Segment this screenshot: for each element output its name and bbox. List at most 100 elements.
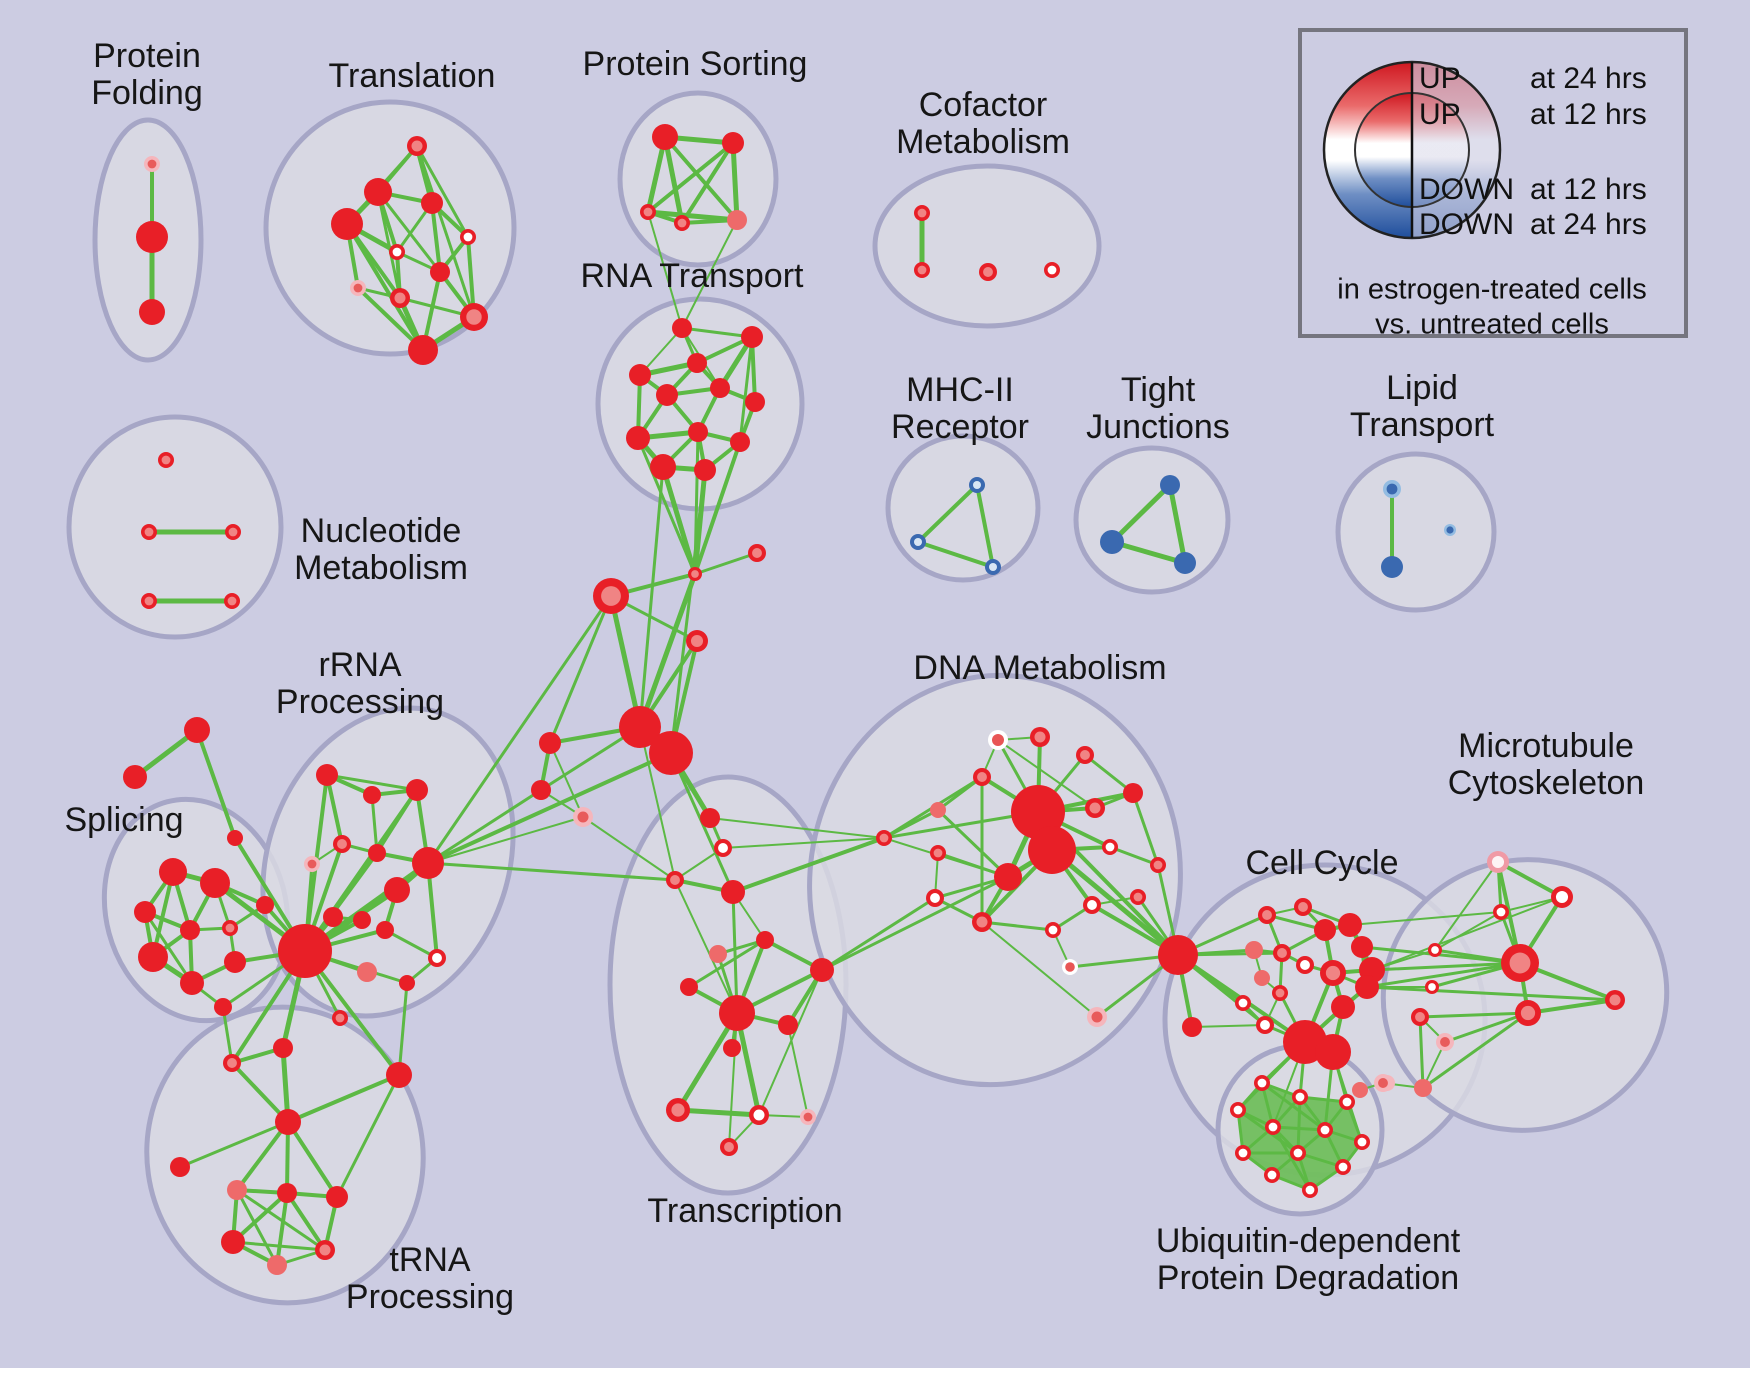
node-tj2[interactable] [1100, 530, 1124, 554]
node-rt11[interactable] [650, 454, 676, 480]
node-mt1[interactable] [1487, 851, 1509, 873]
node-sp2[interactable] [200, 868, 230, 898]
node-dm13[interactable] [1083, 896, 1101, 914]
node-rr6[interactable] [412, 847, 444, 879]
node-mt10[interactable] [1436, 1033, 1454, 1051]
node-dm11[interactable] [926, 889, 944, 907]
node-tx14[interactable] [800, 1109, 816, 1125]
node-dm4[interactable] [973, 768, 991, 786]
node-tx7[interactable] [680, 978, 698, 996]
node-ch3[interactable] [593, 578, 629, 614]
node-tl8[interactable] [350, 280, 366, 296]
node-dm9[interactable] [994, 863, 1022, 891]
node-tr4[interactable] [170, 1157, 190, 1177]
node-rr1[interactable] [316, 764, 338, 786]
node-tl6[interactable] [389, 244, 405, 260]
node-mt11[interactable] [1374, 1074, 1392, 1092]
node-ub1[interactable] [1254, 1075, 1270, 1091]
node-rr16[interactable] [332, 1010, 348, 1026]
node-dm19[interactable] [1062, 959, 1078, 975]
node-ps5[interactable] [727, 210, 747, 230]
node-cc1[interactable] [1258, 906, 1276, 924]
node-ps2[interactable] [722, 132, 744, 154]
node-dm21[interactable] [1182, 1017, 1202, 1037]
node-rr2[interactable] [363, 786, 381, 804]
node-tj1[interactable] [1160, 475, 1180, 495]
node-mt2[interactable] [1551, 886, 1573, 908]
node-dmc[interactable] [876, 830, 892, 846]
node-rr5[interactable] [304, 856, 320, 872]
node-cf1[interactable] [914, 205, 930, 221]
node-rt9[interactable] [688, 422, 708, 442]
node-cc4[interactable] [1338, 913, 1362, 937]
node-tr10[interactable] [267, 1255, 287, 1275]
node-cc2[interactable] [1294, 898, 1312, 916]
node-rr12[interactable] [428, 949, 446, 967]
node-hb1[interactable] [619, 706, 661, 748]
node-pf3[interactable] [139, 299, 165, 325]
node-ub5[interactable] [1265, 1119, 1281, 1135]
node-cc6[interactable] [1245, 941, 1263, 959]
node-dm2[interactable] [1030, 727, 1050, 747]
node-cc14[interactable] [1256, 1016, 1274, 1034]
node-tx13[interactable] [749, 1105, 769, 1125]
node-cc13[interactable] [1235, 995, 1251, 1011]
node-dm16[interactable] [1123, 783, 1143, 803]
node-tl7[interactable] [430, 262, 450, 282]
node-cc5[interactable] [1351, 936, 1373, 958]
node-ub2[interactable] [1292, 1089, 1308, 1105]
node-pf2[interactable] [136, 221, 168, 253]
node-tl11[interactable] [408, 335, 438, 365]
node-ub7[interactable] [1354, 1134, 1370, 1150]
node-mt9[interactable] [1411, 1008, 1429, 1026]
node-tl10[interactable] [460, 303, 488, 331]
node-sp6[interactable] [138, 942, 168, 972]
node-rr3[interactable] [406, 779, 428, 801]
node-lp3[interactable] [1444, 524, 1456, 536]
node-tx3[interactable] [666, 871, 684, 889]
node-dm6[interactable] [930, 802, 946, 818]
node-cc18[interactable] [1315, 1034, 1351, 1070]
node-mt6[interactable] [1605, 990, 1625, 1010]
node-mh1[interactable] [969, 477, 985, 493]
node-tx11[interactable] [723, 1039, 741, 1057]
node-ub8[interactable] [1235, 1145, 1251, 1161]
node-dm15[interactable] [1102, 839, 1118, 855]
node-ch2[interactable] [748, 544, 766, 562]
node-dm5[interactable] [1085, 798, 1105, 818]
node-rr11[interactable] [376, 921, 394, 939]
node-dm8[interactable] [1028, 826, 1076, 874]
node-tr2[interactable] [223, 1054, 241, 1072]
node-wn3[interactable] [573, 807, 593, 827]
node-rt4[interactable] [687, 353, 707, 373]
node-ub3[interactable] [1339, 1094, 1355, 1110]
node-dmh[interactable] [1158, 935, 1198, 975]
node-wn1[interactable] [539, 732, 561, 754]
node-cc11[interactable] [1254, 970, 1270, 986]
node-hb2[interactable] [649, 731, 693, 775]
node-nm1[interactable] [158, 452, 174, 468]
node-cc3[interactable] [1314, 919, 1336, 941]
node-sp3[interactable] [134, 901, 156, 923]
node-cc12[interactable] [1272, 985, 1288, 1001]
node-ft3[interactable] [227, 830, 243, 846]
node-ub12[interactable] [1302, 1182, 1318, 1198]
node-mt5[interactable] [1428, 943, 1442, 957]
node-ub4[interactable] [1230, 1102, 1246, 1118]
node-tx2[interactable] [714, 839, 732, 857]
node-rt8[interactable] [626, 426, 650, 450]
node-dm18[interactable] [1130, 889, 1146, 905]
node-cf3[interactable] [979, 263, 997, 281]
node-mt3[interactable] [1493, 904, 1509, 920]
node-ps1[interactable] [652, 124, 678, 150]
node-tx5[interactable] [756, 931, 774, 949]
node-tx6[interactable] [709, 945, 727, 963]
node-rt6[interactable] [710, 378, 730, 398]
node-dm12[interactable] [972, 912, 992, 932]
node-ub6[interactable] [1317, 1122, 1333, 1138]
node-tr9[interactable] [315, 1240, 335, 1260]
node-sp4[interactable] [180, 920, 200, 940]
node-sp10[interactable] [214, 998, 232, 1016]
node-rt5[interactable] [656, 384, 678, 406]
node-nm2[interactable] [141, 524, 157, 540]
